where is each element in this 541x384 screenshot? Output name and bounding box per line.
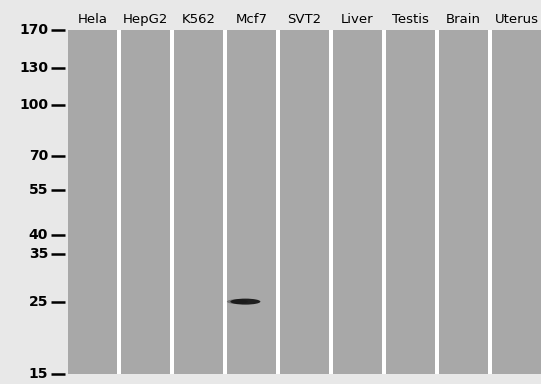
Text: 25: 25 [29,295,48,309]
Text: 40: 40 [29,228,48,242]
Text: Liver: Liver [341,13,374,26]
Text: 170: 170 [19,23,48,37]
Text: 70: 70 [29,149,48,163]
Ellipse shape [230,299,260,305]
Bar [117,30,121,374]
Bar [333,30,382,374]
Text: SVT2: SVT2 [287,13,321,26]
Text: Brain: Brain [446,13,481,26]
Text: 15: 15 [29,367,48,381]
Bar [382,30,386,374]
Bar [386,30,435,374]
Bar [439,30,488,374]
Bar [492,30,541,374]
Bar [68,30,117,374]
Text: K562: K562 [181,13,215,26]
Bar [170,30,174,374]
Bar [280,30,329,374]
Bar [121,30,170,374]
Text: HepG2: HepG2 [123,13,168,26]
Bar [276,30,280,374]
Text: Uterus: Uterus [494,13,538,26]
Text: 100: 100 [19,98,48,112]
Text: 35: 35 [29,247,48,261]
Text: Hela: Hela [77,13,108,26]
Text: Testis: Testis [392,13,429,26]
Bar [329,30,333,374]
Bar [227,30,276,374]
Bar [488,30,492,374]
Bar [435,30,439,374]
Bar [174,30,223,374]
Text: Mcf7: Mcf7 [235,13,267,26]
Ellipse shape [227,299,248,304]
Bar [223,30,227,374]
Text: 55: 55 [29,183,48,197]
Text: 130: 130 [19,61,48,75]
